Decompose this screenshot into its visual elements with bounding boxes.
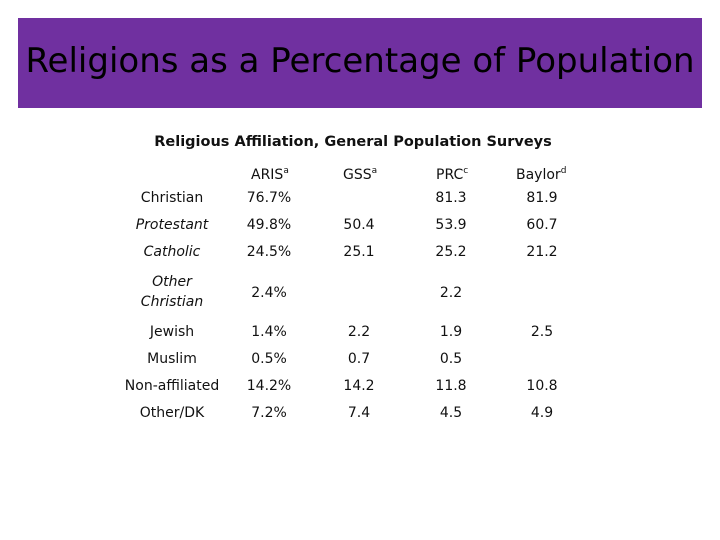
table-cell: 21.2 [526,244,558,260]
row-label-other-dk: Other/DK [139,405,205,421]
row-label-christian: Christian [140,190,204,206]
table-cell: 1.4% [251,324,287,340]
header-prc: PRCc [436,166,469,183]
table-cell: 2.2 [439,285,463,301]
table-cell: 76.7% [246,190,292,206]
table-cell: 0.5 [439,351,463,367]
table-cell: 14.2% [246,378,292,394]
table-cell: 2.4% [251,285,287,301]
row-label-non-affiliated: Non-affiliated [124,378,220,394]
table-cell: 0.5% [251,351,287,367]
slide-title: Religions as a Percentage of Population [25,41,695,81]
table-cell: 11.8 [435,378,467,394]
table-cell: 4.5 [439,405,463,421]
table-cell: 7.4 [347,405,371,421]
table-cell: 7.2% [251,405,287,421]
row-label-protestant: Protestant [135,217,209,233]
row-label-other-christian-1: Other [152,274,192,290]
table-cell: 2.5 [530,324,554,340]
title-banner: Religions as a Percentage of Population [18,18,702,108]
table-cell: 24.5% [246,244,292,260]
table-cell: 81.3 [435,190,467,206]
table-cell: 0.7 [347,351,371,367]
table-cell: 60.7 [526,217,558,233]
row-label-other-christian-2: Christian [140,294,204,310]
table-cell: 25.2 [435,244,467,260]
header-gss: GSSa [343,166,378,183]
header-aris: ARISa [251,166,289,183]
table-cell: 49.8% [246,217,292,233]
table-cell: 10.8 [526,378,558,394]
header-baylor: Baylord [516,166,567,183]
table-cell: 14.2 [343,378,375,394]
table-cell: 4.9 [530,405,554,421]
table-cell: 81.9 [526,190,558,206]
table-cell: 50.4 [343,217,375,233]
row-label-catholic: Catholic [143,244,201,260]
table-cell: 53.9 [435,217,467,233]
row-label-muslim: Muslim [147,351,197,367]
table-cell: 2.2 [347,324,371,340]
table-cell: 1.9 [439,324,463,340]
table-caption: Religious Affiliation, General Populatio… [154,134,552,150]
row-label-jewish: Jewish [149,324,195,340]
table-cell: 25.1 [343,244,375,260]
